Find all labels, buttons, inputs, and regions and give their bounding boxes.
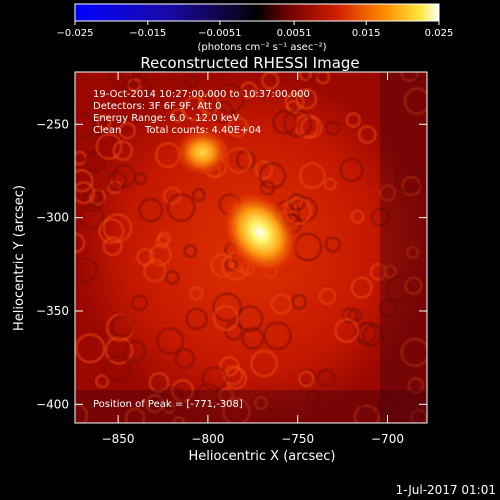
heatmap-image [75, 72, 427, 423]
colorbar-tick-label: 0.015 [352, 28, 381, 39]
plot-frame [74, 71, 428, 424]
date-stamp: 1-Jul-2017 01:01 [396, 483, 496, 497]
x-axis: −850 −800 −750 −700 [102, 72, 404, 446]
annotation-total-counts: Total counts: 4.40E+04 [144, 125, 261, 136]
y-tick-label: −400 [36, 397, 69, 411]
colorbar-tick-label: −0.015 [129, 28, 166, 39]
annotation-method: Clean [93, 125, 121, 136]
y-axis: −250 −300 −350 −400 [36, 117, 427, 411]
colorbar-tick-label: 0.0051 [277, 28, 312, 39]
chart-title: Reconstructed RHESSI Image [140, 54, 359, 72]
colorbar-ticks: −0.025 −0.015 −0.0051 0.0051 0.015 0.025 [56, 21, 453, 39]
primary-source [217, 186, 303, 279]
colorbar [74, 3, 440, 22]
colorbar-units: (photons cm⁻² s⁻¹ asec⁻²) [197, 42, 326, 53]
annotation-time-range: 19-Oct-2014 10:27:00.000 to 10:37:00.000 [93, 89, 310, 100]
y-axis-label: Heliocentric Y (arcsec) [12, 185, 27, 331]
peak-position-label: Position of Peak = [-771,-308] [93, 399, 243, 410]
x-tick-label: −800 [191, 432, 224, 446]
annotation-block: 19-Oct-2014 10:27:00.000 to 10:37:00.000… [93, 89, 310, 136]
x-tick-label: −700 [371, 432, 404, 446]
x-axis-label: Heliocentric X (arcsec) [189, 449, 336, 464]
colorbar-tick-label: −0.025 [56, 28, 93, 39]
y-tick-label: −300 [36, 211, 69, 225]
y-tick-label: −250 [36, 117, 69, 131]
colorbar-tick-label: 0.025 [425, 28, 454, 39]
x-tick-label: −850 [102, 432, 135, 446]
annotation-energy-range: Energy Range: 6.0 - 12.0 keV [93, 113, 239, 124]
x-tick-label: −750 [281, 432, 314, 446]
colorbar-tick-label: −0.0051 [198, 28, 241, 39]
secondary-source [172, 126, 233, 179]
annotation-detectors: Detectors: 3F 6F 9F, Att 0 [93, 101, 221, 112]
y-tick-label: −350 [36, 304, 69, 318]
